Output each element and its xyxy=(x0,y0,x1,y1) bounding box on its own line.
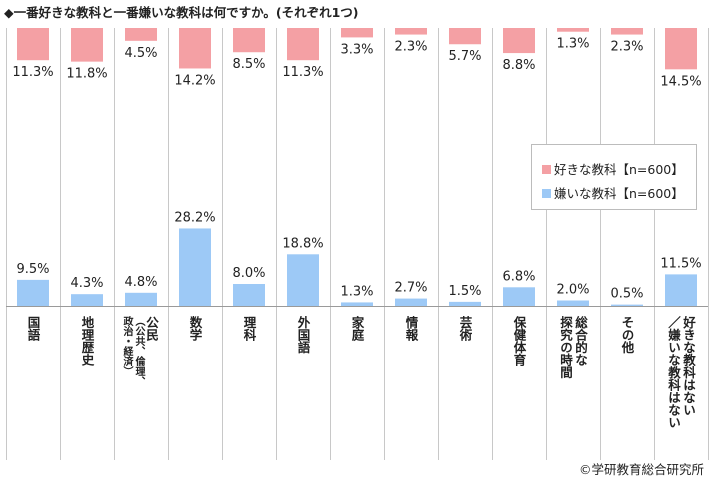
like-value-label: 11.3% xyxy=(12,65,53,80)
category-label: 数学 xyxy=(187,316,203,341)
category-label: ／嫌いな教科はない xyxy=(666,316,681,429)
legend-label-dislike: 嫌いな教科【n=600】 xyxy=(554,186,684,201)
like-bar xyxy=(395,28,427,35)
like-bar xyxy=(557,28,589,32)
like-bar xyxy=(287,28,319,61)
category-label: 公民 xyxy=(144,316,159,341)
dislike-bar xyxy=(341,302,373,306)
dislike-value-label: 2.0% xyxy=(556,283,589,298)
like-value-label: 11.8% xyxy=(66,67,107,82)
category-label: その他 xyxy=(619,316,635,354)
like-bar xyxy=(179,28,211,69)
like-bar xyxy=(665,28,697,70)
dislike-value-label: 11.5% xyxy=(660,256,701,271)
category-label: 探究の時間 xyxy=(558,316,573,379)
dislike-bar xyxy=(71,294,103,306)
category-label: 家庭 xyxy=(349,316,365,341)
dislike-value-label: 9.5% xyxy=(16,262,49,277)
dislike-bar xyxy=(179,228,211,306)
category-label: 理科 xyxy=(241,316,257,341)
like-value-label: 3.3% xyxy=(340,42,373,57)
category-label: （公共、倫理、 xyxy=(133,316,144,386)
like-value-label: 1.3% xyxy=(556,37,589,52)
category-label: 政治・経済） xyxy=(121,316,132,376)
dislike-value-label: 28.2% xyxy=(174,210,215,225)
dislike-bar xyxy=(395,298,427,306)
dislike-bar xyxy=(17,279,49,306)
dislike-value-label: 4.8% xyxy=(124,275,157,290)
like-value-label: 2.3% xyxy=(610,40,643,55)
legend-item-dislike: 嫌いな教科【n=600】 xyxy=(542,183,684,202)
like-value-label: 2.3% xyxy=(394,40,427,55)
like-value-label: 14.2% xyxy=(174,73,215,88)
dislike-bar xyxy=(125,292,157,306)
legend-item-like: 好きな教科【n=600】 xyxy=(542,159,684,178)
category-label: 保健体育 xyxy=(511,316,527,366)
like-bar xyxy=(341,28,373,38)
dislike-value-label: 1.3% xyxy=(340,284,373,299)
legend-swatch-dislike xyxy=(542,189,551,198)
like-value-label: 5.7% xyxy=(448,49,481,64)
category-label: 総合的な xyxy=(573,316,588,366)
like-bar xyxy=(71,28,103,62)
like-value-label: 4.5% xyxy=(124,46,157,61)
legend: 好きな教科【n=600】 嫌いな教科【n=600】 xyxy=(531,144,697,210)
dislike-bar xyxy=(287,254,319,306)
like-bar xyxy=(449,28,481,45)
like-value-label: 14.5% xyxy=(660,74,701,89)
legend-swatch-like xyxy=(542,165,551,174)
dislike-bar xyxy=(503,287,535,306)
like-bar xyxy=(503,28,535,54)
category-label: 芸術 xyxy=(457,316,473,341)
dislike-bar xyxy=(233,284,265,306)
dislike-value-label: 8.0% xyxy=(232,266,265,281)
legend-label-like: 好きな教科【n=600】 xyxy=(554,162,684,177)
category-label: 国語 xyxy=(25,316,41,341)
dislike-value-label: 6.8% xyxy=(502,269,535,284)
dislike-value-label: 4.3% xyxy=(70,276,103,291)
like-value-label: 11.3% xyxy=(282,65,323,80)
dislike-bar xyxy=(557,300,589,306)
like-bar xyxy=(125,28,157,41)
dislike-value-label: 0.5% xyxy=(610,287,643,302)
category-label: 情報 xyxy=(403,316,419,341)
like-value-label: 8.5% xyxy=(232,57,265,72)
category-label: 好きな教科はない xyxy=(681,316,696,416)
dislike-bar xyxy=(449,301,481,306)
dislike-value-label: 18.8% xyxy=(282,236,323,251)
category-label: 地理歴史 xyxy=(79,316,95,366)
like-bar xyxy=(17,28,49,61)
like-bar xyxy=(611,28,643,35)
like-bar xyxy=(233,28,265,53)
copyright: ©学研教育総合研究所 xyxy=(578,462,704,477)
dislike-value-label: 2.7% xyxy=(394,281,427,296)
chart-title: ◆一番好きな教科と一番嫌いな教科は何ですか。(それぞれ1つ) xyxy=(4,5,359,20)
dislike-bar xyxy=(665,274,697,306)
like-value-label: 8.8% xyxy=(502,58,535,73)
dislike-value-label: 1.5% xyxy=(448,284,481,299)
category-label: 外国語 xyxy=(295,316,311,354)
dislike-bar xyxy=(611,304,643,306)
